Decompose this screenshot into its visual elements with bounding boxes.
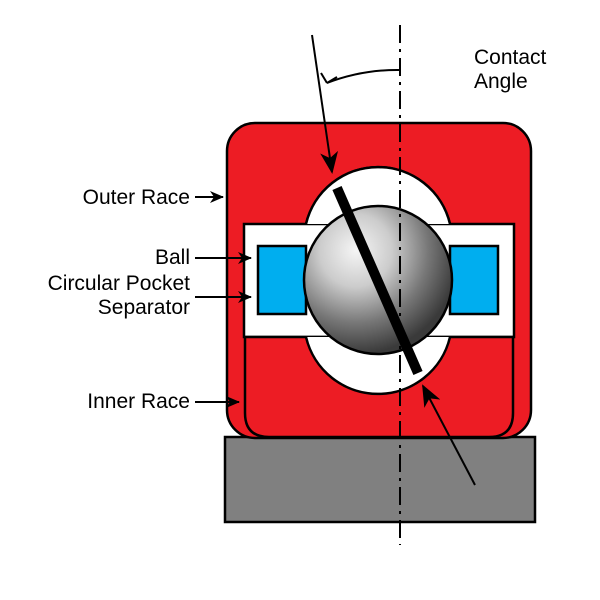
contact-angle-arc xyxy=(327,70,400,83)
label-contact-angle: Contact Angle xyxy=(474,46,546,94)
label-separator: Circular Pocket Separator xyxy=(0,272,190,320)
label-outer-race: Outer Race xyxy=(30,186,190,210)
label-separator-l1: Circular Pocket xyxy=(48,272,190,295)
label-contact-angle-l1: Contact xyxy=(474,46,546,69)
separator-right xyxy=(450,246,498,314)
label-contact-angle-l2: Angle xyxy=(474,70,528,93)
label-inner-race: Inner Race xyxy=(30,390,190,414)
separator-left xyxy=(258,246,306,314)
shaft xyxy=(225,437,535,522)
label-ball: Ball xyxy=(30,246,190,270)
label-separator-l2: Separator xyxy=(98,296,190,319)
